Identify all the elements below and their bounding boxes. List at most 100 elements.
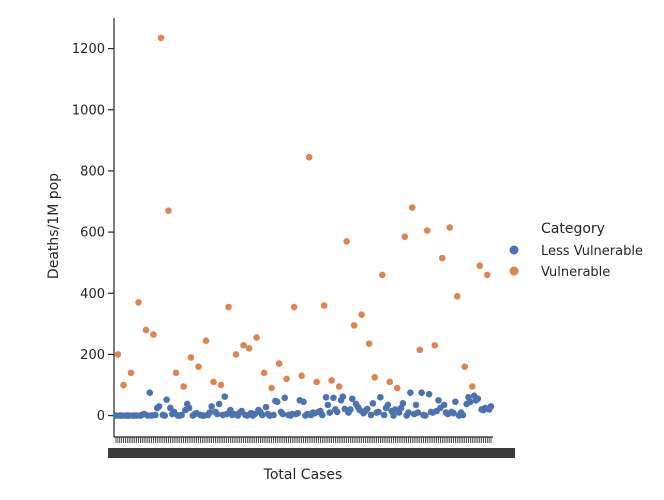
point-vulnerable xyxy=(365,340,373,348)
point-vulnerable xyxy=(268,384,275,392)
point-vulnerable xyxy=(371,374,379,381)
point-less-vulnerable xyxy=(435,396,442,404)
point-less-vulnerable xyxy=(412,401,420,409)
y-ticks: 0 200 400 600 800 1000 1200 xyxy=(72,42,114,424)
point-vulnerable xyxy=(232,351,240,358)
point-vulnerable xyxy=(393,384,401,392)
y-axis-title: Deaths/1M pop xyxy=(46,173,62,279)
point-less-vulnerable xyxy=(300,398,307,406)
point-less-vulnerable xyxy=(258,411,266,419)
point-less-vulnerable xyxy=(380,411,388,419)
point-less-vulnerable xyxy=(367,411,375,419)
point-vulnerable xyxy=(195,363,202,370)
point-vulnerable xyxy=(142,326,150,334)
point-less-vulnerable xyxy=(146,389,154,396)
x-tick-labels-overlap xyxy=(108,448,515,458)
point-less-vulnerable xyxy=(270,411,277,419)
point-less-vulnerable xyxy=(322,393,330,401)
point-vulnerable xyxy=(217,381,225,389)
point-vulnerable xyxy=(157,34,165,42)
point-less-vulnerable xyxy=(279,410,287,418)
y-tick-label: 600 xyxy=(80,226,105,241)
y-tick-label: 1200 xyxy=(72,42,105,57)
point-less-vulnerable xyxy=(163,396,170,403)
point-less-vulnerable xyxy=(330,394,337,402)
data-points xyxy=(112,34,495,419)
point-less-vulnerable xyxy=(363,405,371,413)
legend-label-vulnerable: Vulnerable xyxy=(541,265,610,280)
point-less-vulnerable xyxy=(161,412,169,419)
point-less-vulnerable xyxy=(208,403,215,410)
point-less-vulnerable xyxy=(422,412,429,419)
point-vulnerable xyxy=(225,303,232,311)
point-vulnerable xyxy=(446,224,454,231)
point-vulnerable xyxy=(180,383,187,390)
point-vulnerable xyxy=(328,377,335,384)
point-less-vulnerable xyxy=(450,409,457,417)
x-ticks xyxy=(108,437,515,458)
point-less-vulnerable xyxy=(318,411,326,419)
point-less-vulnerable xyxy=(407,389,414,396)
point-vulnerable xyxy=(305,153,313,161)
point-less-vulnerable xyxy=(206,409,214,416)
y-tick-label: 200 xyxy=(80,348,105,363)
point-vulnerable xyxy=(343,237,350,245)
point-less-vulnerable xyxy=(215,400,223,408)
point-less-vulnerable xyxy=(178,411,185,419)
point-less-vulnerable xyxy=(399,400,407,407)
point-vulnerable xyxy=(408,204,416,211)
point-vulnerable xyxy=(245,345,253,352)
point-less-vulnerable xyxy=(369,400,377,407)
point-less-vulnerable xyxy=(155,403,163,410)
point-vulnerable xyxy=(172,369,180,377)
point-less-vulnerable xyxy=(405,409,412,416)
point-vulnerable xyxy=(114,351,122,358)
point-vulnerable xyxy=(210,378,217,386)
x-axis-title: Total Cases xyxy=(263,467,343,483)
point-less-vulnerable xyxy=(348,395,356,403)
point-vulnerable xyxy=(298,372,305,380)
point-vulnerable xyxy=(468,383,476,390)
point-vulnerable xyxy=(453,293,461,300)
point-vulnerable xyxy=(320,302,328,309)
point-less-vulnerable xyxy=(377,393,384,401)
point-less-vulnerable xyxy=(474,395,482,403)
y-tick-label: 1000 xyxy=(72,103,105,118)
point-vulnerable xyxy=(423,227,431,234)
point-less-vulnerable xyxy=(418,389,425,396)
point-vulnerable xyxy=(431,341,439,349)
point-vulnerable xyxy=(240,341,247,349)
point-less-vulnerable xyxy=(414,409,422,416)
point-less-vulnerable xyxy=(152,411,159,419)
point-vulnerable xyxy=(165,207,172,214)
point-vulnerable xyxy=(275,360,283,367)
y-axis: 0 200 400 600 800 1000 1200 xyxy=(72,18,115,437)
point-vulnerable xyxy=(350,322,358,329)
point-vulnerable xyxy=(483,271,491,279)
point-less-vulnerable xyxy=(467,398,474,406)
point-vulnerable xyxy=(283,375,290,383)
point-less-vulnerable xyxy=(440,401,448,409)
point-less-vulnerable xyxy=(425,390,433,398)
point-vulnerable xyxy=(260,369,268,377)
legend: Category Less Vulnerable Vulnerable xyxy=(509,221,643,280)
y-tick-label: 400 xyxy=(80,287,105,302)
point-less-vulnerable xyxy=(452,398,459,406)
legend-label-less-vulnerable: Less Vulnerable xyxy=(541,244,643,259)
point-less-vulnerable xyxy=(390,412,397,419)
point-less-vulnerable xyxy=(281,394,289,402)
point-less-vulnerable xyxy=(384,401,392,409)
point-vulnerable xyxy=(476,262,484,270)
x-axis xyxy=(108,436,515,458)
legend-marker-vulnerable xyxy=(509,266,519,276)
point-less-vulnerable xyxy=(262,403,270,411)
y-tick-label: 800 xyxy=(80,164,105,179)
point-vulnerable xyxy=(378,271,386,279)
point-less-vulnerable xyxy=(487,403,495,410)
point-vulnerable xyxy=(313,378,320,386)
point-vulnerable xyxy=(358,311,365,318)
point-vulnerable xyxy=(290,303,298,311)
point-vulnerable xyxy=(416,346,424,354)
point-less-vulnerable xyxy=(459,411,467,419)
